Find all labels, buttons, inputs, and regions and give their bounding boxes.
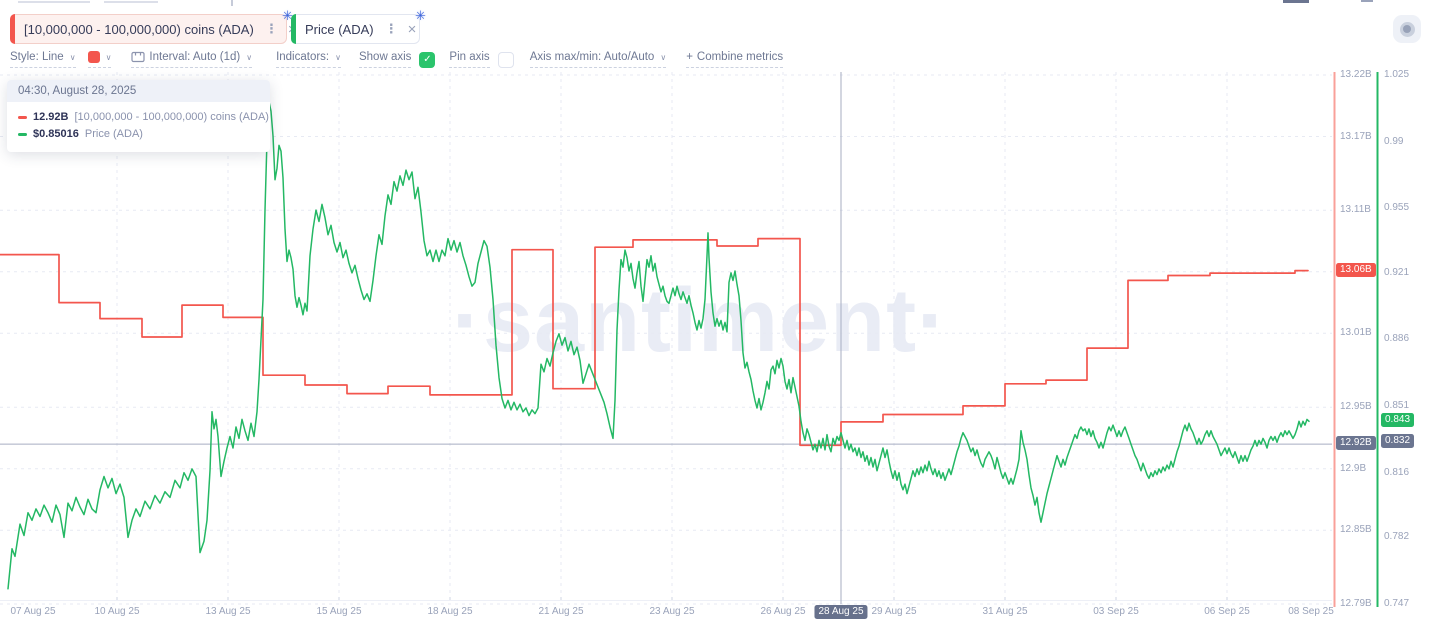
- price-last-value-badge: 0.843: [1381, 413, 1415, 427]
- x-axis-tick: 31 Aug 25: [982, 606, 1028, 617]
- tab-label: [10,000,000 - 100,000,000) coins (ADA): [24, 21, 254, 37]
- chevron-down-icon: ∨: [246, 52, 253, 62]
- show-axis-label: Show axis: [358, 51, 412, 68]
- x-axis-tick: 13 Aug 25: [205, 606, 251, 617]
- left-axis-tick: 13.22B: [1340, 69, 1372, 80]
- series-dash-icon: [18, 133, 27, 137]
- supply-crosshair-badge: 12.92B: [1336, 436, 1376, 450]
- style-label: Style: Line: [10, 51, 64, 63]
- tab-accent-bar: [10, 14, 15, 44]
- color-swatch[interactable]: [87, 51, 100, 63]
- left-axis-tick: 12.95B: [1340, 401, 1372, 412]
- tab-label: Price (ADA): [305, 21, 374, 37]
- indicators-label: Indicators:: [276, 51, 330, 63]
- crosshair-date-badge: 28 Aug 25: [814, 605, 868, 619]
- metric-tab-supply-distribution[interactable]: [10,000,000 - 100,000,000) coins (ADA) ⋮…: [10, 8, 297, 44]
- settings-gear-icon[interactable]: ✳: [415, 8, 426, 23]
- record-icon: [1399, 21, 1415, 37]
- x-axis-tick: 18 Aug 25: [427, 606, 473, 617]
- show-axis-checkbox[interactable]: ✓: [419, 51, 436, 68]
- x-axis-tick: 21 Aug 25: [538, 606, 584, 617]
- x-axis-tick: 10 Aug 25: [94, 606, 140, 617]
- top-edge-artifact: [1361, 0, 1373, 2]
- right-axis-tick: 0.816: [1384, 467, 1410, 478]
- tooltip-timestamp: 04:30, August 28, 2025: [7, 80, 270, 102]
- combine-metrics-label: Combine metrics: [696, 51, 784, 63]
- tooltip-row-supply: 12.92B [10,000,000 - 100,000,000) coins …: [18, 109, 269, 126]
- combine-metrics-button[interactable]: + Combine metrics: [686, 51, 784, 68]
- pin-axis-checkbox[interactable]: [497, 51, 514, 68]
- left-axis-tick: 13.11B: [1340, 204, 1371, 215]
- tooltip-label: Price (ADA): [84, 128, 143, 141]
- chevron-down-icon: ∨: [660, 52, 667, 62]
- close-icon[interactable]: ×: [407, 20, 417, 38]
- right-axis-tick: 0.921: [1384, 267, 1410, 278]
- supply-line: [0, 237, 1309, 447]
- axis-maxmin-dropdown[interactable]: Axis max/min: Auto/Auto ∨: [529, 51, 667, 68]
- right-axis-tick: 0.886: [1384, 333, 1410, 344]
- tab-accent-bar: [291, 14, 296, 44]
- left-axis-tick: 13.01B: [1340, 327, 1372, 338]
- interval-label: Interval: Auto (1d): [149, 51, 241, 63]
- left-axis-tick: 12.79B: [1340, 598, 1372, 609]
- kebab-menu-icon[interactable]: ⋮: [384, 21, 398, 36]
- x-axis-tick: 15 Aug 25: [316, 606, 362, 617]
- right-axis-tick: 0.782: [1384, 531, 1410, 542]
- right-axis-tick: 0.851: [1384, 400, 1410, 411]
- x-axis-tick: 26 Aug 25: [760, 606, 806, 617]
- top-edge-artifact: [104, 1, 158, 3]
- tooltip-value: $0.85016: [33, 128, 79, 141]
- right-axis-tick: 0.955: [1384, 202, 1410, 213]
- top-edge-artifact: [1283, 0, 1309, 3]
- x-axis-tick: 08 Sep 25: [1288, 606, 1334, 617]
- interval-dropdown[interactable]: Interval: Auto (1d) ∨: [131, 51, 253, 68]
- style-dropdown[interactable]: Style: Line ∨: [10, 51, 76, 68]
- right-axis-tick: 1.025: [1384, 69, 1410, 80]
- series-dash-icon: [18, 116, 27, 120]
- tooltip-value: 12.92B: [33, 111, 69, 123]
- tooltip-label: [10,000,000 - 100,000,000) coins (ADA): [74, 111, 269, 123]
- left-axis-tick: 13.17B: [1340, 131, 1372, 142]
- interval-icon: [131, 51, 146, 63]
- x-axis-tick: 23 Aug 25: [649, 606, 695, 617]
- left-axis-tick: 12.9B: [1340, 463, 1367, 474]
- x-axis-tick: 29 Aug 25: [871, 606, 917, 617]
- price-crosshair-badge: 0.832: [1381, 434, 1415, 448]
- record-button[interactable]: [1393, 15, 1421, 43]
- right-axis-tick: 0.747: [1384, 598, 1410, 609]
- x-axis-tick: 03 Sep 25: [1093, 606, 1139, 617]
- indicators-dropdown[interactable]: Indicators: ∨: [276, 51, 341, 68]
- metric-tab-price[interactable]: Price (ADA) ⋮ × ✳: [291, 8, 426, 44]
- right-axis-tick: 0.99: [1384, 136, 1404, 147]
- x-axis-tick: 07 Aug 25: [10, 606, 56, 617]
- pin-axis-label: Pin axis: [449, 51, 490, 68]
- x-axis-tick: 06 Sep 25: [1204, 606, 1250, 617]
- axis-maxmin-label: Axis max/min: Auto/Auto: [529, 51, 655, 63]
- chart-toolbar: Style: Line ∨ ∨ Interval: Auto (1d) ∨ In…: [10, 51, 784, 68]
- color-picker[interactable]: ∨: [87, 51, 112, 68]
- chart-tooltip: 04:30, August 28, 2025 12.92B [10,000,00…: [7, 80, 270, 153]
- top-edge-artifact: [231, 0, 233, 6]
- left-axis-tick: 12.85B: [1340, 524, 1372, 535]
- tooltip-row-price: $0.85016 Price (ADA): [18, 126, 259, 143]
- check-icon: ✓: [423, 54, 432, 65]
- chevron-down-icon: ∨: [335, 52, 341, 62]
- plus-icon: +: [686, 51, 693, 63]
- kebab-menu-icon[interactable]: ⋮: [264, 21, 278, 36]
- supply-last-value-badge: 13.06B: [1336, 263, 1376, 277]
- chevron-down-icon: ∨: [105, 52, 112, 62]
- top-edge-artifact: [18, 1, 90, 3]
- price-line: [7, 100, 1310, 590]
- chevron-down-icon: ∨: [69, 52, 76, 62]
- settings-gear-icon[interactable]: ✳: [282, 8, 293, 23]
